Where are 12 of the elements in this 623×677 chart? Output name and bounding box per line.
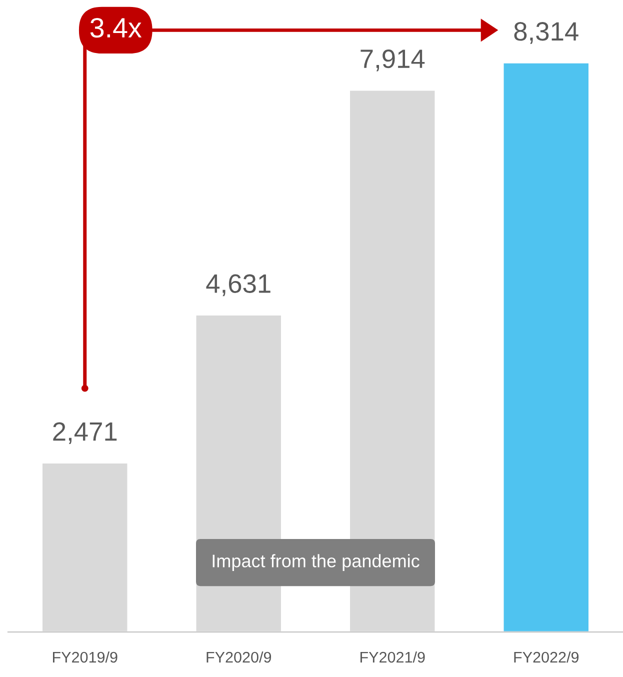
data-label: 4,631: [206, 274, 270, 296]
bar: [41, 462, 129, 632]
annotation: Impact from the pandemic: [212, 554, 420, 571]
x-tick-label: FY2021/9: [360, 651, 425, 663]
x-tick-label: FY2019/9: [53, 651, 118, 663]
data-label: 2,471: [53, 422, 117, 444]
data-label: 8,314: [514, 22, 578, 44]
data-label: 7,914: [360, 49, 425, 72]
x-tick-label: FY2022/9: [514, 651, 579, 663]
x-tick-label: FY2020/9: [206, 651, 272, 663]
bar: [502, 62, 590, 632]
text: 3.4x: [90, 18, 142, 38]
